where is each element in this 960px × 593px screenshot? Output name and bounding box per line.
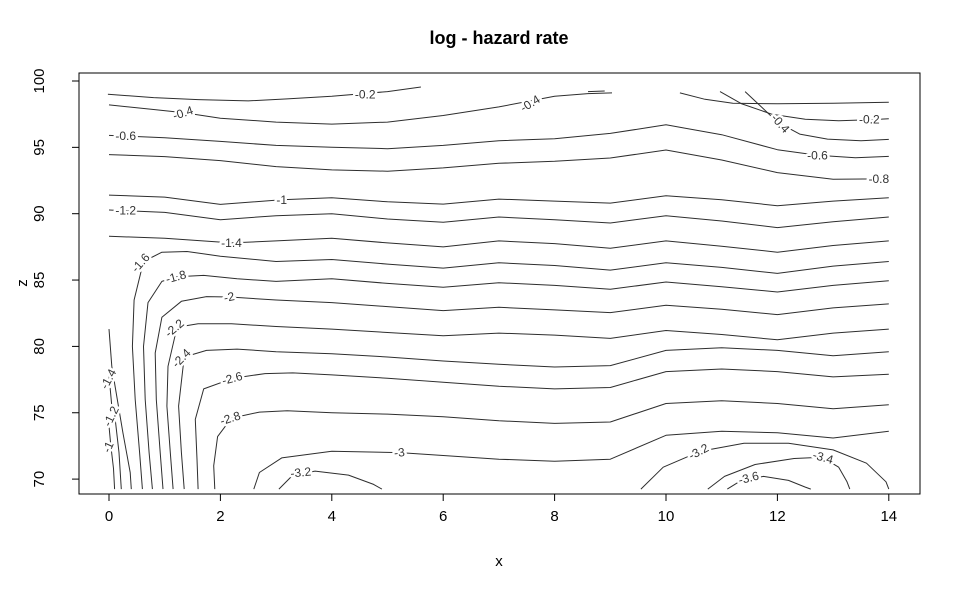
contour-line-level-1.6 (131, 251, 889, 490)
contour-line-level-1.2 (108, 209, 889, 229)
y-axis-title: z (14, 279, 31, 287)
contour-line-level0 (679, 92, 889, 105)
contour-line-level-3 (253, 430, 889, 490)
y-tick-label: 95 (31, 139, 48, 156)
x-axis-title: x (495, 553, 503, 570)
contour-line-level-2.6 (194, 368, 889, 490)
y-tick-label: 100 (31, 68, 48, 93)
contour-line-level-3.6 (727, 475, 811, 490)
contour-line-level-1.2 (108, 375, 122, 490)
contour-line-level-0.2 (587, 90, 605, 93)
x-tick-label: 12 (769, 508, 786, 525)
contour-line-level-2.8 (213, 400, 889, 490)
contour-label--0.2: -0.2 (859, 113, 880, 127)
x-axis-ticks: 0 2 4 6 8 10 12 14 (105, 494, 897, 525)
contour-label--0.2: -0.2 (355, 87, 376, 101)
contour-label--0.8: -0.8 (868, 172, 889, 186)
y-tick-label: 85 (31, 272, 48, 289)
contour-line-level-2 (154, 296, 889, 490)
contour-line-level-1 (108, 194, 889, 207)
x-tick-label: 6 (439, 508, 447, 525)
contour-label--1: -1 (276, 193, 287, 207)
x-tick-label: 8 (550, 508, 558, 525)
contour-lines-group (107, 86, 890, 490)
contour-line-level-3.2 (278, 470, 383, 490)
x-tick-label: 14 (880, 508, 897, 525)
chart-title: log - hazard rate (429, 28, 568, 48)
contour-line-level-1.4 (108, 329, 132, 490)
x-tick-label: 4 (328, 508, 336, 525)
plot-box-border (78, 72, 921, 495)
x-tick-label: 0 (105, 508, 113, 525)
y-tick-label: 90 (31, 205, 48, 222)
contour-line-level-1 (108, 425, 116, 490)
y-tick-label: 70 (31, 471, 48, 488)
x-tick-label: 10 (658, 508, 675, 525)
contour-label--3: -3 (393, 445, 405, 460)
contour-label--0.6: -0.6 (115, 129, 136, 143)
contour-line-level-1.8 (143, 274, 889, 490)
y-tick-label: 75 (31, 404, 48, 421)
contour-line-level-2.2 (166, 323, 889, 490)
contour-line-level-0.2 (107, 86, 421, 102)
contour-label--3.2: -3.2 (290, 464, 312, 480)
contour-line-level-1.4 (108, 235, 889, 253)
contour-label--0.6: -0.6 (807, 148, 828, 162)
contour-line-level-0.4 (744, 91, 889, 142)
y-axis-ticks: 70 75 80 85 90 95 100 (31, 68, 79, 487)
contour-line-level-2.4 (178, 347, 889, 490)
contour-line-level-3.2 (640, 442, 890, 490)
contour-line-level-0.6 (108, 124, 889, 159)
contour-line-level-0.4 (108, 92, 613, 125)
contour-label--1.2: -1.2 (115, 203, 136, 217)
x-tick-label: 2 (216, 508, 224, 525)
contour-line-level-0.8 (108, 149, 889, 180)
y-tick-label: 80 (31, 338, 48, 355)
contour-line-level-3.4 (707, 456, 851, 490)
contour-label--1.4: -1.4 (221, 236, 242, 250)
